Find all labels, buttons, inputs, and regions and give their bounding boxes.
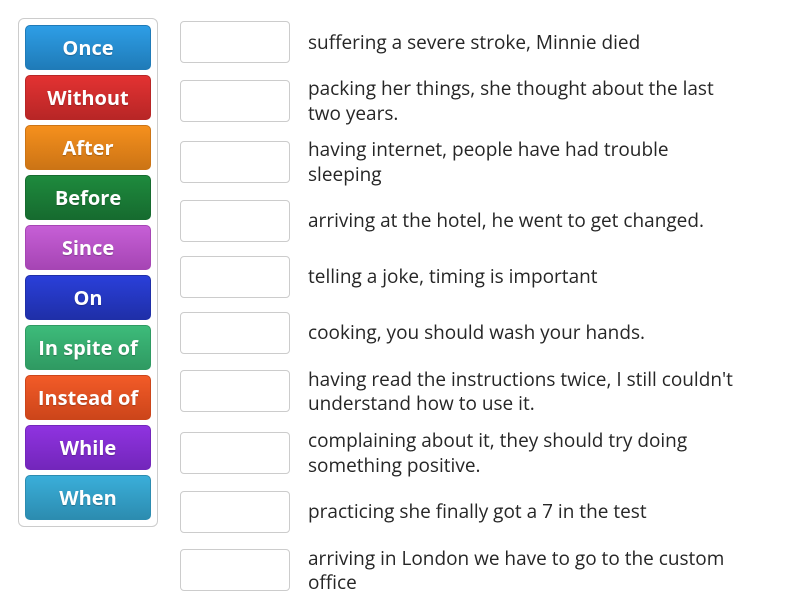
sentence-rows: suffering a severe stroke, Minnie died p… [180, 18, 738, 595]
dropzone[interactable] [180, 370, 290, 412]
tile-instead-of[interactable]: Instead of [25, 375, 151, 420]
sentence-row: cooking, you should wash your hands. [180, 311, 738, 355]
sentence-text: suffering a severe stroke, Minnie died [308, 30, 640, 55]
sentence-row: arriving in London we have to go to the … [180, 546, 738, 595]
tile-on[interactable]: On [25, 275, 151, 320]
dropzone[interactable] [180, 141, 290, 183]
dropzone[interactable] [180, 491, 290, 533]
sentence-text: having internet, people have had trouble… [308, 137, 738, 186]
exercise-container: Once Without After Before Since On In sp… [18, 18, 782, 595]
sentence-text: complaining about it, they should try do… [308, 428, 738, 477]
sentence-row: having internet, people have had trouble… [180, 137, 738, 186]
sentence-text: arriving at the hotel, he went to get ch… [308, 208, 704, 233]
sentence-text: arriving in London we have to go to the … [308, 546, 738, 595]
tile-after[interactable]: After [25, 125, 151, 170]
dropzone[interactable] [180, 200, 290, 242]
sentence-text: cooking, you should wash your hands. [308, 320, 645, 345]
sentence-text: telling a joke, timing is important [308, 264, 598, 289]
tile-while[interactable]: While [25, 425, 151, 470]
sentence-row: suffering a severe stroke, Minnie died [180, 20, 738, 64]
sentence-row: practicing she finally got a 7 in the te… [180, 490, 738, 534]
tile-once[interactable]: Once [25, 25, 151, 70]
dropzone[interactable] [180, 549, 290, 591]
dropzone[interactable] [180, 21, 290, 63]
word-bank: Once Without After Before Since On In sp… [18, 18, 158, 527]
dropzone[interactable] [180, 312, 290, 354]
sentence-row: arriving at the hotel, he went to get ch… [180, 199, 738, 243]
sentence-row: telling a joke, timing is important [180, 255, 738, 299]
tile-when[interactable]: When [25, 475, 151, 520]
dropzone[interactable] [180, 256, 290, 298]
sentence-row: complaining about it, they should try do… [180, 428, 738, 477]
tile-since[interactable]: Since [25, 225, 151, 270]
tile-without[interactable]: Without [25, 75, 151, 120]
sentence-text: having read the instructions twice, I st… [308, 367, 738, 416]
tile-before[interactable]: Before [25, 175, 151, 220]
sentence-row: having read the instructions twice, I st… [180, 367, 738, 416]
sentence-text: practicing she finally got a 7 in the te… [308, 499, 647, 524]
dropzone[interactable] [180, 432, 290, 474]
sentence-text: packing her things, she thought about th… [308, 76, 738, 125]
tile-in-spite-of[interactable]: In spite of [25, 325, 151, 370]
sentence-row: packing her things, she thought about th… [180, 76, 738, 125]
dropzone[interactable] [180, 80, 290, 122]
